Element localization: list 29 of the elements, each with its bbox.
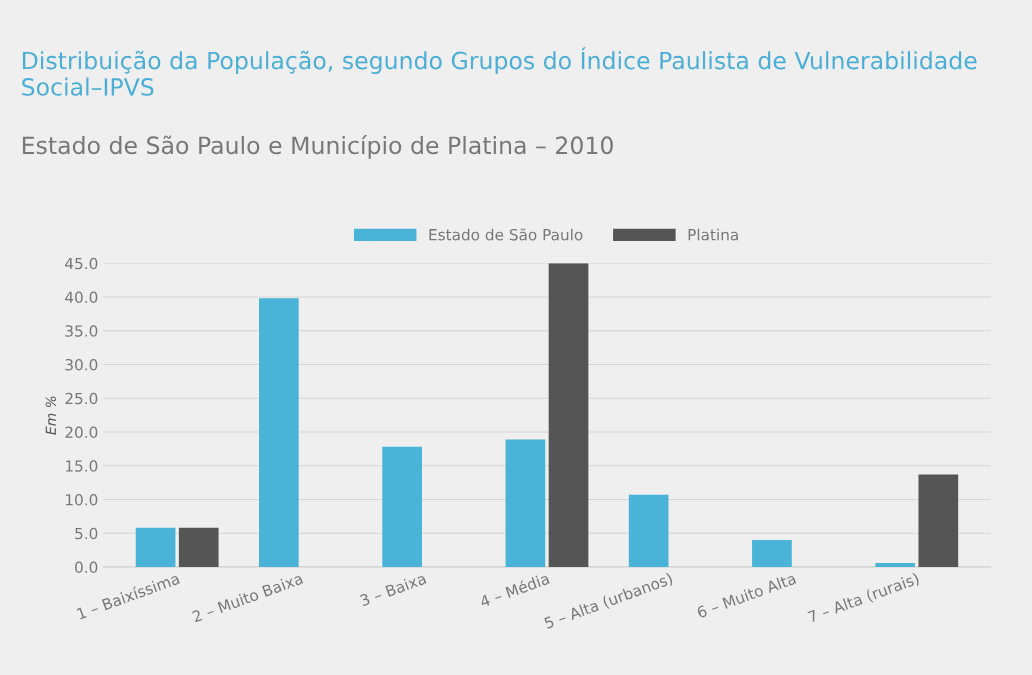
bar (382, 446, 422, 567)
y-tick-label: 35.0 (65, 325, 98, 337)
y-tick-label: 45.0 (65, 257, 98, 270)
bar (178, 527, 219, 567)
bar (548, 263, 589, 567)
chart-title: Distribuição da População, segundo Grupos do Índice Paulista de Vulnerabilidade Social–IPVS (22, 47, 977, 96)
bar (505, 439, 546, 567)
bar (259, 298, 299, 567)
legend-label: Estado de São Paulo (429, 228, 583, 241)
y-tick-label: 15.0 (66, 460, 98, 472)
x-tick-label: 6 – Muito Alta (696, 572, 797, 619)
y-axis-title: Em % (45, 396, 57, 435)
x-tick-label: 2 – Muito Baixa (191, 572, 304, 623)
y-tick-label: 10.0 (66, 493, 98, 506)
y-tick-label: 0.0 (75, 561, 98, 574)
y-tick-label: 40.0 (65, 291, 98, 304)
bar (875, 562, 916, 567)
x-tick-label: 4 – Média (478, 571, 550, 608)
y-tick-label: 20.0 (65, 426, 98, 439)
y-tick-label: 30.0 (65, 358, 98, 371)
y-tick-label: 5.0 (75, 527, 98, 540)
x-tick-label: 3 – Baixa (359, 572, 427, 607)
bar (628, 494, 669, 567)
bar (752, 540, 792, 567)
y-tick-label: 25.0 (65, 392, 98, 405)
legend-label: Platina (688, 228, 738, 241)
bar (918, 474, 959, 567)
chart-subtitle: Estado de São Paulo e Município de Platina – 2010 (22, 135, 613, 159)
bar (135, 527, 176, 567)
